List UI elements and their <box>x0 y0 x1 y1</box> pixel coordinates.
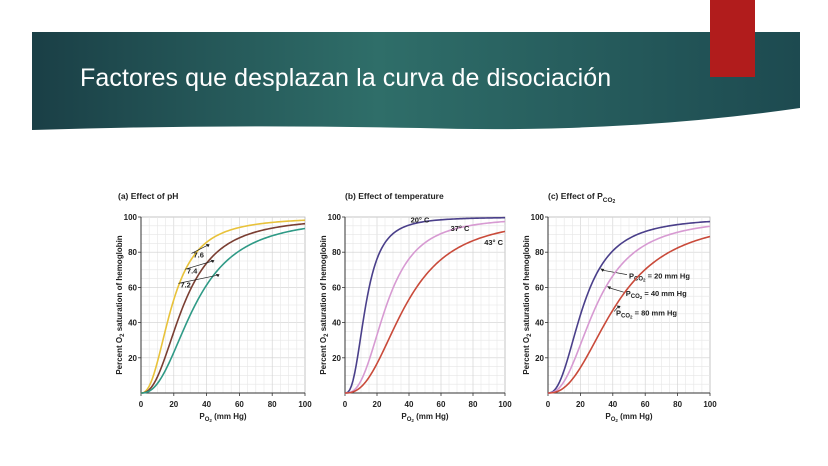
x-tick-label: 80 <box>268 400 277 409</box>
y-tick-label: 40 <box>128 319 137 328</box>
y-tick-label: 60 <box>535 283 544 292</box>
y-axis-label: Percent O2 saturation of hemoglobin <box>522 235 533 374</box>
series-label-3: 43° C <box>484 238 503 247</box>
y-tick-label: 20 <box>332 354 341 363</box>
leader-arrowhead <box>607 286 612 290</box>
series-label-3: PCO2 = 80 mm Hg <box>616 309 677 320</box>
series-line-1 <box>344 216 506 394</box>
x-tick-label: 80 <box>673 400 682 409</box>
chart-panel-2: 0 20 40 60 80 100 20 40 60 80 100 (b) Effect of tem… <box>319 191 512 423</box>
y-tick-label: 40 <box>535 319 544 328</box>
series-line-2 <box>344 220 506 394</box>
title-banner <box>32 32 800 130</box>
y-tick-label: 60 <box>332 283 341 292</box>
y-tick-label: 80 <box>332 248 341 257</box>
series-label-2: 7.4 <box>187 266 198 275</box>
leader-line <box>184 260 213 270</box>
x-tick-label: 20 <box>373 400 382 409</box>
y-axis-label: Percent O2 saturation of hemoglobin <box>115 235 126 374</box>
leader-line <box>178 274 218 284</box>
series-line-3 <box>547 235 711 394</box>
x-axis-label: PO2 (mm Hg) <box>605 412 653 423</box>
slide-title: Factores que desplazan la curva de disoc… <box>80 64 612 92</box>
x-tick-label: 60 <box>641 400 650 409</box>
chart-panel-1: 0 20 40 60 80 100 20 40 60 80 100 (a) Effect of pH P… <box>115 191 312 423</box>
series-line-3 <box>140 227 306 394</box>
leader-arrowhead <box>215 273 220 278</box>
series-label-3: 7.2 <box>180 280 190 289</box>
x-tick-label: 100 <box>498 400 512 409</box>
x-tick-label: 20 <box>169 400 178 409</box>
y-tick-label: 100 <box>531 213 545 222</box>
y-tick-label: 40 <box>332 319 341 328</box>
accent-red-bar <box>710 0 755 77</box>
x-tick-label: 100 <box>703 400 717 409</box>
x-axis-label: PO2 (mm Hg) <box>199 412 247 423</box>
x-tick-label: 60 <box>235 400 244 409</box>
x-tick-label: 60 <box>437 400 446 409</box>
x-tick-label: 0 <box>139 400 144 409</box>
chart-title: (a) Effect of pH <box>118 191 178 201</box>
y-tick-label: 100 <box>124 213 138 222</box>
leader-arrowhead <box>210 259 215 264</box>
series-label-1: 7.6 <box>193 250 203 259</box>
leader-arrowhead <box>616 305 621 309</box>
y-axis-label: Percent O2 saturation of hemoglobin <box>319 235 330 374</box>
leader-line <box>613 306 619 312</box>
series-label-1: PCO2 = 20 mm Hg <box>629 272 690 283</box>
series-line-1 <box>547 220 711 394</box>
series-label-1: 20° C <box>411 215 430 224</box>
leader-line <box>608 287 624 293</box>
y-tick-label: 60 <box>128 283 137 292</box>
series-line-2 <box>140 222 306 394</box>
x-tick-label: 40 <box>405 400 414 409</box>
x-axis-label: PO2 (mm Hg) <box>401 412 449 423</box>
x-tick-label: 40 <box>202 400 211 409</box>
x-tick-label: 0 <box>343 400 348 409</box>
x-tick-label: 80 <box>469 400 478 409</box>
y-tick-label: 80 <box>128 248 137 257</box>
series-label-2: 37° C <box>451 224 470 233</box>
y-tick-label: 20 <box>535 354 544 363</box>
y-tick-label: 100 <box>328 213 342 222</box>
series-line-1 <box>140 219 306 394</box>
y-tick-label: 80 <box>535 248 544 257</box>
leader-line <box>191 245 208 254</box>
x-tick-label: 40 <box>608 400 617 409</box>
leader-arrowhead <box>205 243 210 248</box>
series-line-2 <box>547 225 711 394</box>
series-line-3 <box>344 230 506 394</box>
chart-title: (c) Effect of PCO2 <box>548 191 616 205</box>
y-tick-label: 20 <box>128 354 137 363</box>
series-label-2: PCO2 = 40 mm Hg <box>626 289 687 300</box>
leader-arrowhead <box>600 268 605 272</box>
x-tick-label: 20 <box>576 400 585 409</box>
x-tick-label: 0 <box>546 400 551 409</box>
x-tick-label: 100 <box>298 400 312 409</box>
chart-title: (b) Effect of temperature <box>345 191 444 201</box>
